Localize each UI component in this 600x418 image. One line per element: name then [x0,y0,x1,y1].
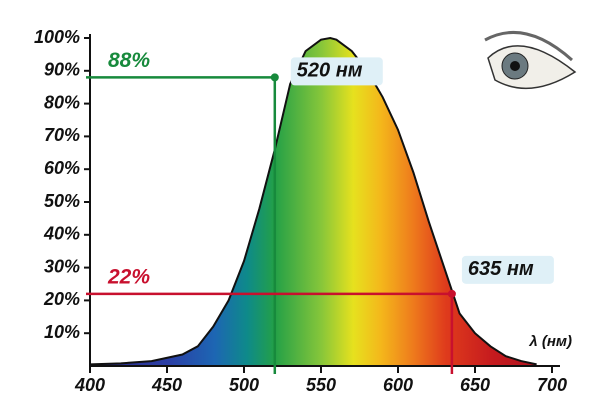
y-tick-label: 100% [34,27,80,47]
x-tick-label: 550 [306,375,336,395]
y-tick-label: 20% [43,289,80,309]
annotation-wavelength: 520 нм [297,60,363,82]
annotation-point [270,73,279,82]
y-tick-label: 90% [44,60,80,80]
annotation-label-bg [290,57,383,86]
eye-icon [484,30,577,90]
y-tick-label: 40% [43,224,80,244]
annotation-wavelength: 635 нм [468,258,534,280]
x-tick-label: 450 [151,375,182,395]
x-tick-label: 700 [537,375,567,395]
spectrum-area [90,38,537,366]
x-tick-label: 500 [229,375,259,395]
y-tick-label: 10% [44,322,80,342]
y-tick-label: 70% [44,125,80,145]
annotation-percent: 88% [108,49,150,72]
sensitivity-curve [89,36,537,366]
x-tick-label: 600 [383,375,413,395]
x-tick-label: 400 [74,375,105,395]
annotation-point [447,289,456,298]
y-tick-label: 60% [44,158,80,178]
y-tick-label: 50% [44,191,80,211]
annotation-label-bg [461,255,554,284]
y-tick-label: 80% [44,92,80,112]
y-tick-label: 30% [44,256,80,276]
x-axis-label: λ (нм) [528,333,572,350]
annotation-percent: 22% [107,265,150,288]
x-tick-label: 650 [460,375,490,395]
